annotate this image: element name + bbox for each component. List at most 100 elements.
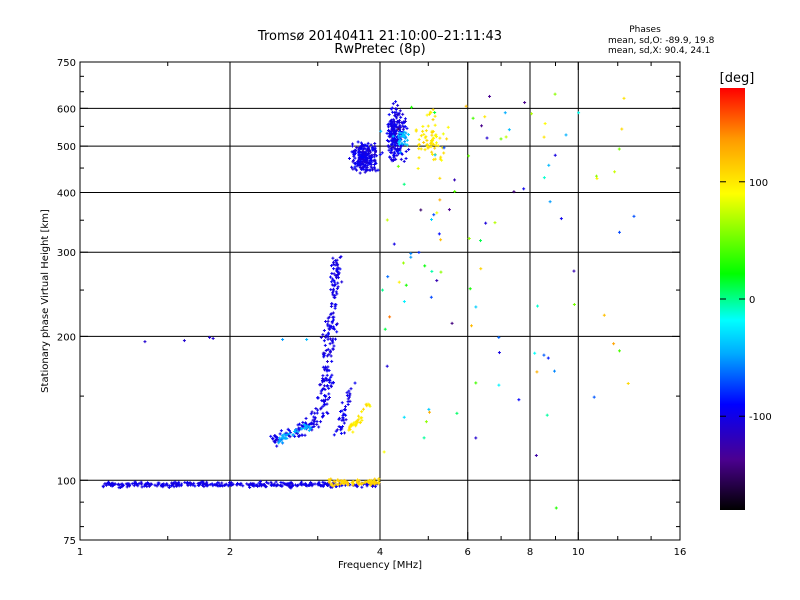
echo-point bbox=[332, 347, 334, 351]
echo-point bbox=[537, 304, 539, 308]
echo-point bbox=[309, 427, 311, 431]
echo-point bbox=[356, 421, 358, 425]
echo-point bbox=[294, 434, 296, 438]
echo-point bbox=[329, 378, 331, 382]
echo-point bbox=[364, 163, 366, 167]
echo-point bbox=[320, 407, 322, 411]
echo-point bbox=[296, 431, 298, 435]
echo-point bbox=[357, 162, 359, 166]
echo-point bbox=[370, 480, 372, 484]
echo-point bbox=[373, 165, 375, 169]
echo-point bbox=[418, 138, 420, 142]
echo-point bbox=[373, 155, 375, 159]
echo-point bbox=[368, 160, 370, 164]
echo-point bbox=[336, 482, 338, 486]
echo-point bbox=[332, 291, 334, 295]
echo-point bbox=[292, 433, 294, 437]
echo-point bbox=[333, 315, 335, 319]
echo-point bbox=[351, 144, 353, 148]
echo-point bbox=[230, 482, 232, 486]
echo-point bbox=[320, 389, 322, 393]
echo-point bbox=[382, 288, 384, 292]
echo-point bbox=[359, 145, 361, 149]
echo-point bbox=[392, 126, 394, 130]
chart-subtitle: RwPretec (8p) bbox=[334, 42, 425, 57]
echo-point bbox=[320, 406, 322, 410]
echo-point bbox=[358, 147, 360, 151]
echo-point bbox=[312, 418, 314, 422]
echo-point bbox=[451, 321, 453, 325]
echo-point bbox=[394, 124, 396, 128]
echo-point bbox=[377, 168, 379, 172]
echo-point bbox=[354, 483, 356, 487]
echo-point bbox=[399, 144, 401, 148]
echo-point bbox=[260, 479, 262, 483]
echo-point bbox=[346, 391, 348, 395]
echo-point bbox=[627, 382, 629, 386]
echo-point bbox=[486, 136, 488, 140]
echo-point bbox=[336, 287, 338, 291]
echo-point bbox=[393, 146, 395, 150]
echo-point bbox=[331, 381, 333, 385]
echo-point bbox=[366, 404, 368, 408]
y-tick-label: 300 bbox=[57, 248, 76, 259]
echo-point bbox=[178, 484, 180, 488]
echo-point bbox=[359, 157, 361, 161]
echo-point bbox=[359, 149, 361, 153]
echo-point bbox=[194, 484, 196, 488]
echo-point bbox=[360, 163, 362, 167]
echo-point bbox=[256, 483, 258, 487]
echo-point bbox=[333, 295, 335, 299]
echo-point bbox=[554, 153, 556, 157]
echo-point bbox=[321, 388, 323, 392]
legend-heading: Phases bbox=[629, 25, 661, 35]
echo-point bbox=[108, 481, 110, 485]
echo-point bbox=[391, 123, 393, 127]
echo-point bbox=[613, 342, 615, 346]
echo-point bbox=[393, 118, 395, 122]
echo-point bbox=[426, 138, 428, 142]
echo-point bbox=[405, 149, 407, 153]
echo-point bbox=[373, 482, 375, 486]
echo-point bbox=[524, 101, 526, 105]
echo-point bbox=[518, 398, 520, 402]
echo-point bbox=[422, 124, 424, 128]
echo-point bbox=[480, 239, 482, 243]
echo-point bbox=[339, 482, 341, 486]
echo-point bbox=[178, 480, 180, 484]
echo-point bbox=[157, 481, 159, 485]
echo-point bbox=[223, 483, 225, 487]
echo-point bbox=[359, 161, 361, 165]
echo-point bbox=[388, 139, 390, 143]
echo-point bbox=[360, 159, 362, 163]
echo-point bbox=[248, 484, 250, 488]
echo-point bbox=[205, 482, 207, 486]
echo-point bbox=[426, 113, 428, 117]
echo-point bbox=[327, 347, 329, 351]
echo-point bbox=[333, 325, 335, 329]
echo-point bbox=[329, 327, 331, 331]
echo-point bbox=[429, 410, 431, 414]
echo-point bbox=[228, 483, 230, 487]
echo-point bbox=[212, 484, 214, 488]
echo-point bbox=[252, 481, 254, 485]
echo-point bbox=[428, 145, 430, 149]
echo-point bbox=[332, 337, 334, 341]
echo-point bbox=[391, 106, 393, 110]
echo-point bbox=[200, 481, 202, 485]
echo-point bbox=[361, 143, 363, 147]
echo-point bbox=[475, 436, 477, 440]
echo-point bbox=[469, 287, 471, 291]
echo-point bbox=[337, 272, 339, 276]
echo-point bbox=[280, 429, 282, 433]
echo-point bbox=[388, 148, 390, 152]
echo-point bbox=[237, 481, 239, 485]
echo-point bbox=[365, 147, 367, 151]
echo-point bbox=[623, 96, 625, 100]
echo-point bbox=[440, 270, 442, 274]
echo-point bbox=[325, 398, 327, 402]
echo-point bbox=[297, 423, 299, 427]
echo-point bbox=[434, 146, 436, 150]
x-tick-label: 6 bbox=[465, 547, 471, 558]
echo-point bbox=[434, 153, 436, 157]
